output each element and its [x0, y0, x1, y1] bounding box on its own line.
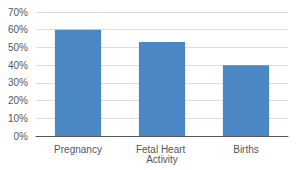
svg-text:40%: 40% [8, 60, 28, 71]
svg-text:20%: 20% [8, 95, 28, 106]
svg-text:0%: 0% [14, 131, 29, 142]
svg-text:50%: 50% [8, 42, 28, 53]
svg-text:Fetal Heart: Fetal Heart [135, 143, 189, 155]
svg-text:Births: Births [233, 144, 259, 155]
svg-text:30%: 30% [8, 77, 28, 88]
svg-text:Pregnancy: Pregnancy [54, 144, 102, 155]
svg-text:60%: 60% [8, 24, 28, 35]
svg-text:10%: 10% [8, 113, 28, 124]
svg-text:70%: 70% [8, 7, 28, 18]
svg-text:Activity: Activity [146, 154, 178, 165]
